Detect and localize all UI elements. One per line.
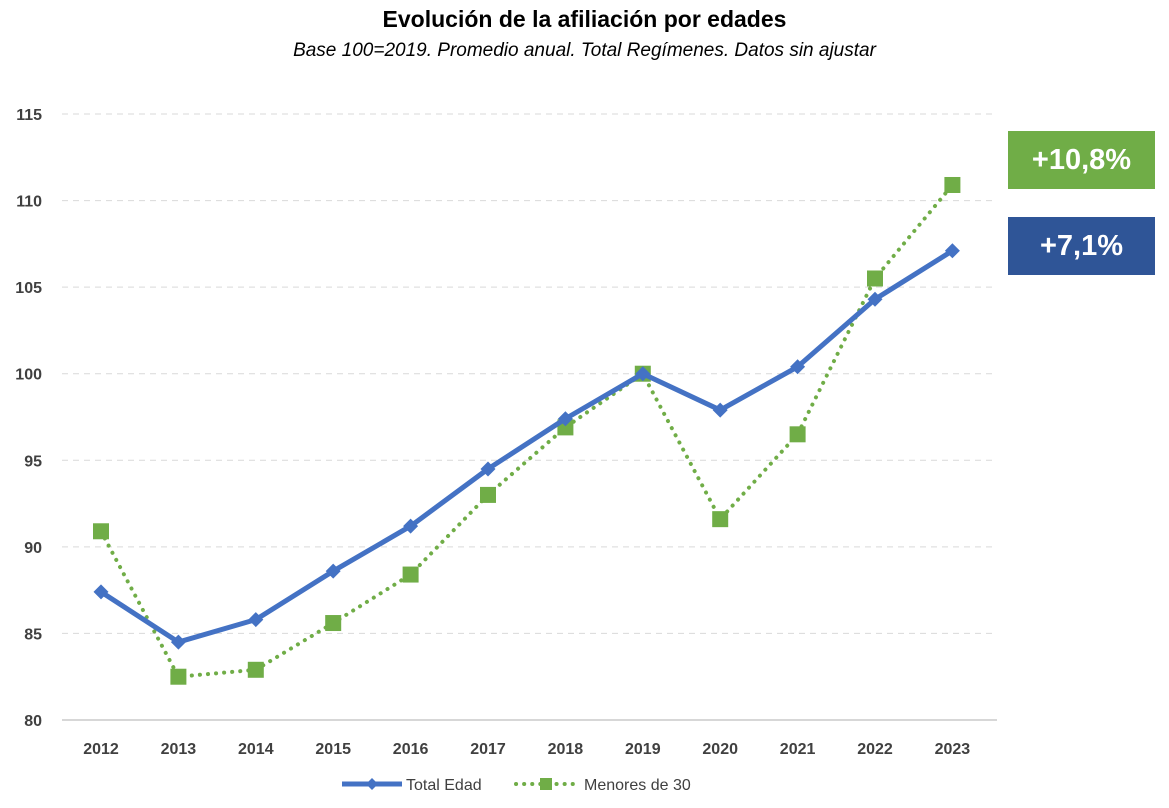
x-tick-label: 2019 [625,741,661,758]
annotation-menores-30: +10,8% [1008,131,1155,189]
legend-label-total-edad: Total Edad [406,777,482,794]
legend-marker-total-edad [366,778,378,790]
data-point-menores-30 [325,615,342,632]
x-tick-label: 2021 [780,741,816,758]
y-tick-label: 85 [24,626,42,643]
data-point-menores-30 [247,661,264,678]
series-line-menores-30 [99,182,955,679]
data-point-total-edad [325,563,341,579]
y-tick-label: 80 [24,713,42,730]
data-point-menores-30 [789,426,806,443]
legend: Total Edad Menores de 30 [342,777,691,794]
y-tick-label: 110 [16,194,42,211]
y-tick-label: 100 [15,367,42,384]
x-tick-label: 2017 [470,741,506,758]
y-tick-label: 115 [16,107,42,124]
x-tick-label: 2013 [161,741,197,758]
series-group [93,176,961,685]
data-point-menores-30 [867,270,883,287]
data-point-total-edad [248,612,264,628]
y-tick-label: 90 [24,540,42,557]
data-point-total-edad [170,634,186,650]
legend-label-menores-30: Menores de 30 [584,777,691,794]
data-point-menores-30 [93,523,109,540]
y-axis-ticks: 80 85 90 95 100 105 110 115 [15,107,42,730]
data-point-menores-30 [712,511,729,528]
y-tick-label: 95 [24,453,42,470]
gridlines [62,113,997,721]
data-point-total-edad [403,518,419,534]
data-point-total-edad [557,411,573,427]
chart-subtitle: Base 100=2019. Promedio anual. Total Reg… [293,40,876,61]
x-axis-ticks: 2012 2013 2014 2015 2016 2017 2018 2019 2020 2021… [83,741,970,758]
series-line-total-edad [98,248,955,645]
annotation-total-edad: +7,1% [1008,217,1155,275]
data-point-total-edad [867,291,883,307]
x-tick-label: 2018 [548,741,584,758]
x-tick-label: 2015 [315,741,351,758]
x-tick-label: 2016 [393,741,429,758]
data-point-menores-30 [944,176,961,193]
x-tick-label: 2012 [83,741,119,758]
data-point-menores-30 [480,486,496,503]
x-tick-label: 2022 [857,741,893,758]
data-point-total-edad [635,366,651,382]
data-point-total-edad [944,243,960,259]
data-point-total-edad [93,584,109,600]
data-point-total-edad [790,359,806,375]
x-tick-label: 2023 [935,741,971,758]
legend-marker-menores-30 [540,778,552,790]
x-tick-label: 2020 [702,741,738,758]
data-point-total-edad [480,461,496,477]
y-tick-label: 105 [15,280,42,297]
chart-title: Evolución de la afiliación por edades [382,6,787,32]
data-point-menores-30 [170,668,187,685]
data-point-total-edad [712,402,728,418]
x-tick-label: 2014 [238,741,274,758]
data-point-menores-30 [402,566,419,583]
